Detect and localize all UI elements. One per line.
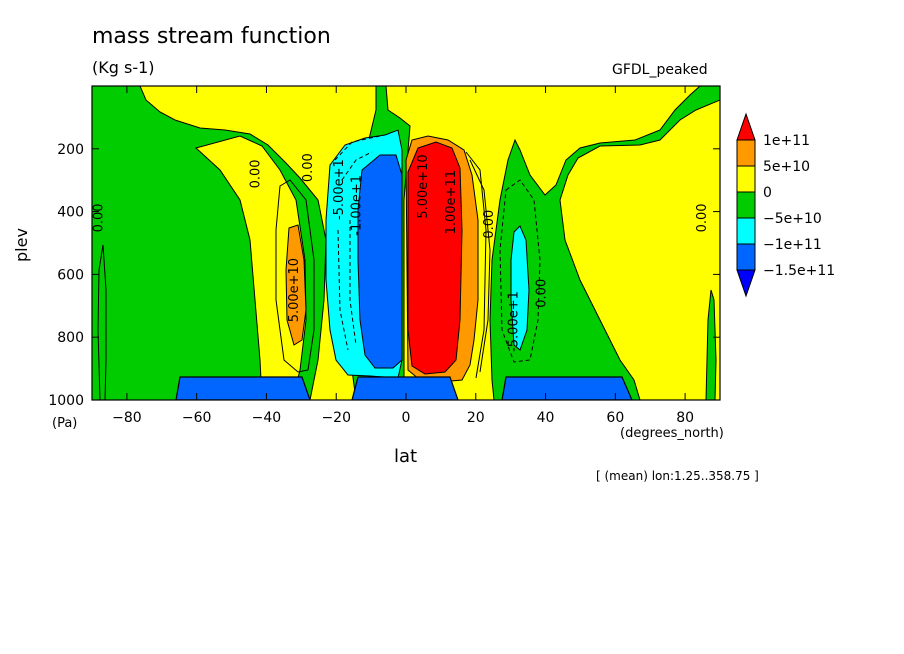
- dataset-label: GFDL_peaked: [612, 62, 708, 78]
- colorbar-swatch: [736, 139, 756, 167]
- contour-label: 1.00e+11: [444, 170, 459, 234]
- field-yellow-subtrop-north: [559, 99, 720, 400]
- contour-label: 0.00: [301, 153, 316, 182]
- colorbar-label: 0: [763, 185, 772, 201]
- x-tick-label: −60: [182, 410, 212, 426]
- contour-label: 0.00: [248, 159, 263, 188]
- contour-label: 0.00: [535, 279, 550, 308]
- field-green-pole-north: [705, 289, 717, 400]
- y-axis-unit: (Pa): [52, 416, 78, 431]
- contour-labels: 5.00e+10-5.00e+1 -1.00e+1 5.00e+10 1.00e+11…: [91, 153, 710, 352]
- colorbar-label: 5e+10: [763, 159, 810, 175]
- axes: −80 −60 −40 −20 0 20 40 60 80 200 400 600 800 1000: [48, 86, 720, 426]
- x-tick-label: 20: [467, 410, 485, 426]
- contour-label: 0.00: [695, 203, 710, 232]
- x-tick-label: 0: [402, 410, 411, 426]
- y-tick-label: 400: [57, 205, 84, 221]
- footer-note: [ (mean) lon:1.25..358.75 ]: [596, 469, 759, 483]
- x-axis-label: lat: [394, 446, 418, 467]
- colorbar-legend: 1e+11 5e+10 0 −5e+10 −1e+11 −1.5e+11: [736, 112, 835, 298]
- topo-block-center: [351, 376, 459, 400]
- colorbar-swatch: [736, 269, 756, 298]
- field-orange-south: [285, 224, 307, 346]
- chart-title: mass stream function: [92, 24, 331, 49]
- y-tick-label: 800: [57, 330, 84, 346]
- colorbar-swatch: [736, 112, 756, 141]
- field-blue-south: [357, 154, 403, 369]
- y-tick-label: 1000: [48, 393, 84, 409]
- topo-block-north: [501, 376, 633, 400]
- field-cyan-north: [510, 225, 530, 351]
- contour-label: -5.00e+1: [507, 291, 522, 352]
- contour-label: 5.00e+10: [416, 154, 431, 218]
- colorbar-label: −5e+10: [763, 211, 822, 227]
- x-tick-label: −80: [112, 410, 142, 426]
- colorbar-swatch: [736, 165, 756, 193]
- x-tick-label: −40: [252, 410, 282, 426]
- chart-units: (Kg s-1): [92, 58, 155, 77]
- contour-label: 0.00: [91, 203, 106, 232]
- colorbar-label: 1e+11: [763, 133, 810, 149]
- x-tick-label: 80: [676, 410, 694, 426]
- colorbar-label: −1.5e+11: [763, 263, 835, 279]
- y-tick-label: 200: [57, 142, 84, 158]
- contour-label: 0.00: [482, 210, 497, 239]
- topo-block-south: [175, 376, 311, 400]
- y-tick-label: 600: [57, 267, 84, 283]
- field-green-pole-south: [97, 244, 107, 400]
- contour-label: -1.00e+1: [350, 175, 365, 236]
- x-tick-label: 40: [537, 410, 555, 426]
- contour-field: [92, 86, 720, 400]
- contour-lines: [275, 135, 541, 379]
- contour-label: 5.00e+10: [287, 258, 302, 322]
- field-red-north: [407, 141, 463, 375]
- colorbar-label: −1e+11: [763, 237, 822, 253]
- colorbar-swatch: [736, 191, 756, 219]
- colorbar-swatch: [736, 217, 756, 245]
- contour-label: -5.00e+1: [332, 159, 347, 220]
- x-tick-label: 60: [606, 410, 624, 426]
- colorbar-swatch: [736, 243, 756, 271]
- x-tick-label: −20: [321, 410, 351, 426]
- x-axis-unit: (degrees_north): [620, 426, 724, 441]
